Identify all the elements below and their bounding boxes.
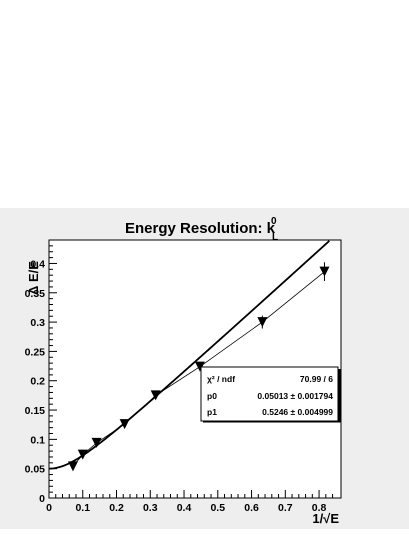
x-tick-label: 0.2 [109,502,124,514]
data-point-marker [77,449,88,460]
y-tick-label: 0.05 [25,464,46,476]
stats-label-chi2: χ² / ndf [207,374,235,384]
y-tick-label: 0.3 [30,317,45,329]
title-text: Energy Resolution: k [125,220,276,237]
axes: 0 0.1 0.2 0.3 0.4 0.5 0.6 0.7 0.8 0 0.05 0.1 0.15 0.2… [25,239,342,514]
x-tick-label: 0.7 [278,502,293,514]
y-tick-label: 0.15 [25,405,46,417]
x-tick-label: 0 [46,502,52,514]
y-tick-label: 0.1 [30,434,45,446]
stats-value-p0: 0.05013 ± 0.001794 [257,391,333,401]
x-tick-label: 0.1 [75,502,90,514]
y-tick-label: 0.4 [30,258,45,270]
y-tick-label: 0 [39,493,45,505]
data-points [67,262,330,472]
data-point-marker [194,361,205,372]
y-tick-label: 0.25 [25,346,46,358]
y-tick-label: 0.2 [30,376,45,388]
stats-box-frame [200,366,339,422]
x-tick-label: 0.6 [244,502,259,514]
data-point-marker [257,317,268,328]
data-point-marker [319,266,330,277]
data-point-marker [67,461,78,472]
y-axis-label: Δ E/E [26,261,41,295]
stats-value-chi2: 70.99 / 6 [300,374,333,384]
title-subscript: L [272,232,278,243]
stats-label-p0: p0 [207,391,217,401]
chart-title: Energy Resolution: k 0 L [125,216,278,243]
stats-box: χ² / ndf 70.99 / 6 p0 0.05013 ± 0.001794… [200,366,341,423]
x-tick-label: 0.4 [177,502,192,514]
x-tick-label: 0.5 [210,502,225,514]
x-tick-label: 0.8 [312,502,327,514]
stats-value-p1: 0.5246 ± 0.004999 [262,407,333,417]
x-axis-label: 1/√E [312,511,339,526]
data-point-marker [91,437,102,448]
y-tick-label: 0.35 [25,288,46,300]
data-point-marker [150,390,161,401]
title-superscript: 0 [271,216,277,227]
fit-curve [48,240,330,470]
data-point-marker [119,419,130,430]
stats-label-p1: p1 [207,407,217,417]
x-tick-label: 0.3 [143,502,158,514]
